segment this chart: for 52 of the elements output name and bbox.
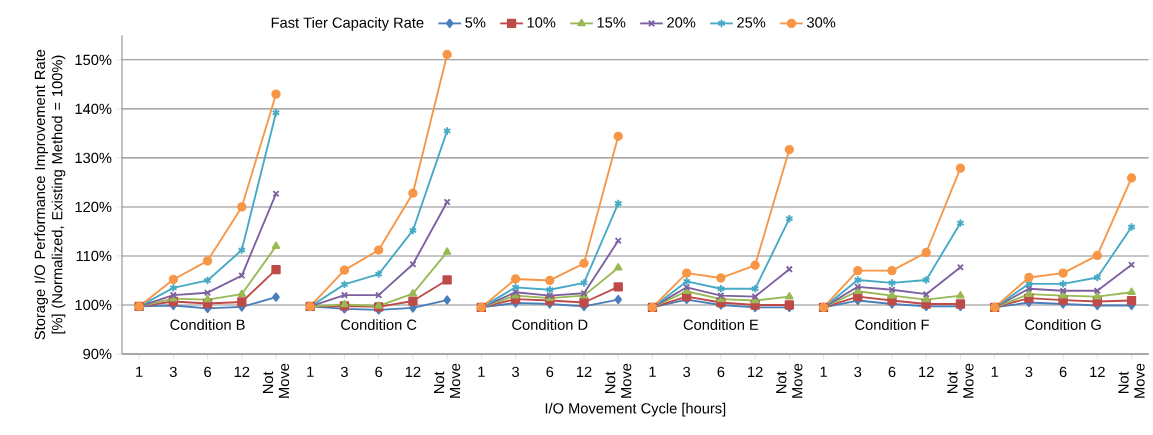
annotation: Condition B [170, 319, 245, 330]
x-tick-label: 3 [683, 366, 691, 378]
x-tick-label: 12 [234, 366, 250, 377]
x-tick-label: Not Move [434, 363, 461, 398]
x-tick-label: 1 [478, 366, 485, 377]
legend-label: 25% [737, 17, 766, 28]
annotation: Condition D [512, 319, 588, 330]
legend-label: 10% [527, 17, 556, 28]
x-tick-label: 3 [1025, 366, 1033, 378]
x-tick-label: Not Move [262, 363, 290, 398]
x-tick-label: 12 [919, 366, 934, 377]
x-tick-label: 6 [204, 366, 211, 378]
y-tick-label: 130% [75, 152, 112, 164]
annotation: Condition C [341, 319, 417, 330]
x-tick-label: 3 [512, 366, 519, 378]
annotation: Condition E [683, 319, 759, 330]
x-tick-label: 1 [820, 366, 827, 377]
x-tick-label: 1 [136, 366, 143, 377]
legend-title: Fast Tier Capacity Rate [271, 17, 424, 31]
y-tick-label: 120% [75, 201, 112, 213]
x-tick-label: 6 [375, 366, 383, 378]
x-tick-label: 1 [307, 366, 314, 377]
legend-label: 30% [807, 17, 836, 28]
x-tick-label: 3 [340, 366, 348, 378]
x-tick-label: 12 [748, 366, 763, 377]
x-axis-title: I/O Movement Cycle [hours] [545, 402, 726, 417]
x-tick-label: Not Move [947, 363, 974, 398]
x-tick-label: 3 [854, 366, 862, 378]
y-tick-label: 90% [83, 348, 112, 360]
y-tick-label: 150% [75, 54, 112, 66]
x-tick-label: 1 [649, 366, 656, 377]
x-tick-label: 6 [1059, 366, 1067, 378]
x-tick-label: 1 [991, 366, 999, 377]
y-tick-label: 100% [75, 299, 112, 311]
legend-label: 15% [597, 17, 626, 28]
annotation: Condition F [855, 319, 929, 330]
x-tick-label: 12 [405, 366, 421, 377]
x-tick-label: Not Move [776, 363, 803, 398]
y-tick-label: 110% [76, 250, 112, 262]
x-tick-label: 6 [888, 366, 896, 378]
x-tick-label: 6 [546, 366, 554, 378]
annotation: Condition G [1025, 319, 1101, 330]
x-tick-label: 3 [169, 366, 177, 378]
y-tick-label: 140% [75, 103, 112, 115]
x-tick-label: 6 [717, 366, 725, 378]
x-tick-label: 12 [1090, 366, 1105, 377]
x-tick-label: Not Move [1118, 363, 1145, 398]
x-tick-label: 12 [576, 366, 592, 377]
y-axis-title: Storage I/O Performance Improvement Rate [%] (Normalized, Existing Method = 100%) [34, 49, 66, 340]
x-tick-label: Not Move [605, 363, 632, 398]
legend-label: 20% [667, 17, 696, 28]
legend-label: 5% [465, 17, 486, 28]
